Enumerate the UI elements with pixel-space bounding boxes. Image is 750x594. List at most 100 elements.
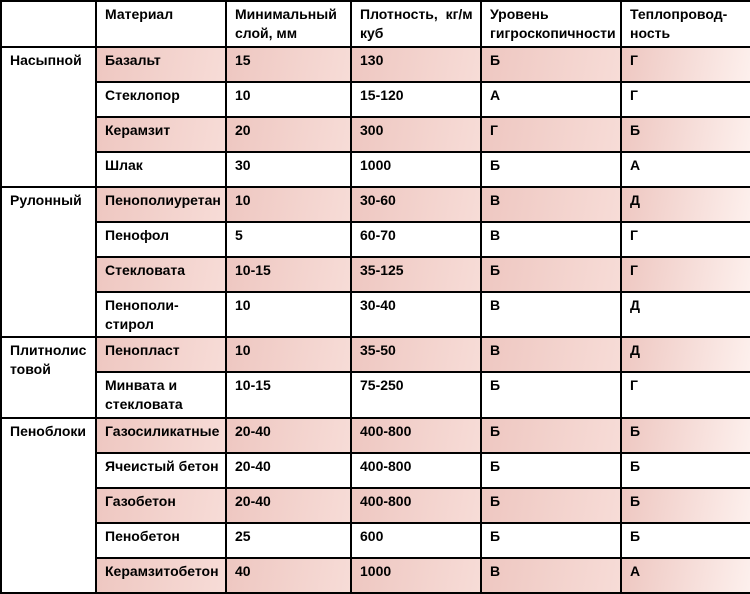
- header-cell-material: Материал: [95, 0, 227, 48]
- hygroscopicity-cell: В: [480, 221, 622, 258]
- density-cell: 1000: [350, 151, 482, 188]
- table-body: Насыпной Базальт 15 130 Б Г Стеклопор 10…: [0, 46, 750, 594]
- material-cell: Газобетон: [95, 486, 227, 524]
- conductivity-cell: А: [620, 556, 750, 594]
- conductivity-cell: Б: [620, 486, 750, 524]
- table-row: Газобетон 20-40 400-800 Б Б: [1, 486, 750, 524]
- hygroscopicity-cell: Г: [480, 116, 622, 153]
- hygroscopicity-cell: В: [480, 335, 622, 373]
- min-layer-cell: 10: [225, 81, 352, 118]
- conductivity-cell: Г: [620, 370, 750, 419]
- header-cell-min-layer: Минимальный слой, мм: [225, 0, 352, 48]
- hygroscopicity-cell: Б: [480, 370, 622, 419]
- density-cell: 30-40: [350, 291, 482, 338]
- hygroscopicity-cell: Б: [480, 521, 622, 559]
- hygroscopicity-cell: А: [480, 81, 622, 118]
- hygroscopicity-cell: В: [480, 556, 622, 594]
- conductivity-cell: Б: [620, 116, 750, 153]
- header-cell-category: [0, 0, 97, 48]
- conductivity-cell: Г: [620, 81, 750, 118]
- table-row: Минвата и стекловата 10-15 75-250 Б Г: [1, 370, 750, 419]
- material-cell: Керамзитобетон: [95, 556, 227, 594]
- table-row: Пенофол 5 60-70 В Г: [1, 221, 750, 258]
- density-cell: 400-800: [350, 416, 482, 454]
- table-row: Пенобетон 25 600 Б Б: [1, 521, 750, 559]
- hygroscopicity-cell: В: [480, 186, 622, 223]
- conductivity-cell: Г: [620, 221, 750, 258]
- density-cell: 300: [350, 116, 482, 153]
- density-cell: 400-800: [350, 451, 482, 489]
- density-cell: 35-50: [350, 335, 482, 373]
- table-row: Стеклопор 10 15-120 А Г: [1, 81, 750, 118]
- conductivity-cell: Г: [620, 46, 750, 83]
- material-cell: Пенополиуретан: [95, 186, 227, 223]
- material-cell: Шлак: [95, 151, 227, 188]
- hygroscopicity-cell: Б: [480, 416, 622, 454]
- hygroscopicity-cell: В: [480, 291, 622, 338]
- min-layer-cell: 40: [225, 556, 352, 594]
- hygroscopicity-cell: Б: [480, 151, 622, 188]
- conductivity-cell: Д: [620, 186, 750, 223]
- conductivity-cell: А: [620, 151, 750, 188]
- conductivity-cell: Г: [620, 256, 750, 293]
- material-cell: Стекловата: [95, 256, 227, 293]
- material-cell: Минвата и стекловата: [95, 370, 227, 419]
- table-row: Керамзит 20 300 Г Б: [1, 116, 750, 153]
- table-row: Насыпной Базальт 15 130 Б Г: [0, 46, 750, 188]
- min-layer-cell: 10-15: [225, 370, 352, 419]
- conductivity-cell: Д: [620, 335, 750, 373]
- density-cell: 600: [350, 521, 482, 559]
- category-cell-nasypnoy: Насыпной: [0, 46, 97, 188]
- density-cell: 75-250: [350, 370, 482, 419]
- min-layer-cell: 10: [225, 335, 352, 373]
- hygroscopicity-cell: Б: [480, 256, 622, 293]
- density-cell: 60-70: [350, 221, 482, 258]
- table-header: Материал Минимальный слой, мм Плотность,…: [0, 0, 750, 48]
- table-row: Шлак 30 1000 Б А: [1, 151, 750, 188]
- conductivity-cell: Б: [620, 521, 750, 559]
- min-layer-cell: 5: [225, 221, 352, 258]
- min-layer-cell: 30: [225, 151, 352, 188]
- min-layer-cell: 10: [225, 291, 352, 338]
- table-row: Стекловата 10-15 35-125 Б Г: [1, 256, 750, 293]
- header-cell-conductivity: Теплопровод- ность: [620, 0, 750, 48]
- hygroscopicity-cell: Б: [480, 451, 622, 489]
- material-cell: Керамзит: [95, 116, 227, 153]
- material-cell: Базальт: [95, 46, 227, 83]
- material-cell: Стеклопор: [95, 81, 227, 118]
- table-row: Пенополи-стирол 10 30-40 В Д: [1, 291, 750, 338]
- conductivity-cell: Д: [620, 291, 750, 338]
- min-layer-cell: 25: [225, 521, 352, 559]
- material-cell: Пенополи-стирол: [95, 291, 227, 338]
- min-layer-cell: 10: [225, 186, 352, 223]
- min-layer-cell: 20-40: [225, 416, 352, 454]
- min-layer-cell: 15: [225, 46, 352, 83]
- min-layer-cell: 20-40: [225, 451, 352, 489]
- min-layer-cell: 10-15: [225, 256, 352, 293]
- category-cell-rulonny: Рулонный: [0, 186, 97, 338]
- density-cell: 30-60: [350, 186, 482, 223]
- header-cell-hygroscopicity: Уровень гигроскопичности: [480, 0, 622, 48]
- category-cell-penobloki: Пеноблоки: [0, 416, 97, 594]
- material-cell: Ячеистый бетон: [95, 451, 227, 489]
- conductivity-cell: Б: [620, 451, 750, 489]
- material-cell: Пенобетон: [95, 521, 227, 559]
- density-cell: 15-120: [350, 81, 482, 118]
- table-row: Ячеистый бетон 20-40 400-800 Б Б: [1, 451, 750, 489]
- material-cell: Газосиликатные: [95, 416, 227, 454]
- table-row: Рулонный Пенополиуретан 10 30-60 В Д: [0, 186, 750, 338]
- density-cell: 400-800: [350, 486, 482, 524]
- density-cell: 35-125: [350, 256, 482, 293]
- header-row: Материал Минимальный слой, мм Плотность,…: [0, 0, 750, 48]
- material-cell: Пенофол: [95, 221, 227, 258]
- density-cell: 130: [350, 46, 482, 83]
- hygroscopicity-cell: Б: [480, 486, 622, 524]
- min-layer-cell: 20-40: [225, 486, 352, 524]
- table-row: Плитнолис товой Пенопласт 10 35-50 В Д: [0, 335, 750, 419]
- category-cell-plitnolistovoy: Плитнолис товой: [0, 335, 97, 419]
- hygroscopicity-cell: Б: [480, 46, 622, 83]
- conductivity-cell: Б: [620, 416, 750, 454]
- table-row: Керамзитобетон 40 1000 В А: [1, 556, 750, 594]
- density-cell: 1000: [350, 556, 482, 594]
